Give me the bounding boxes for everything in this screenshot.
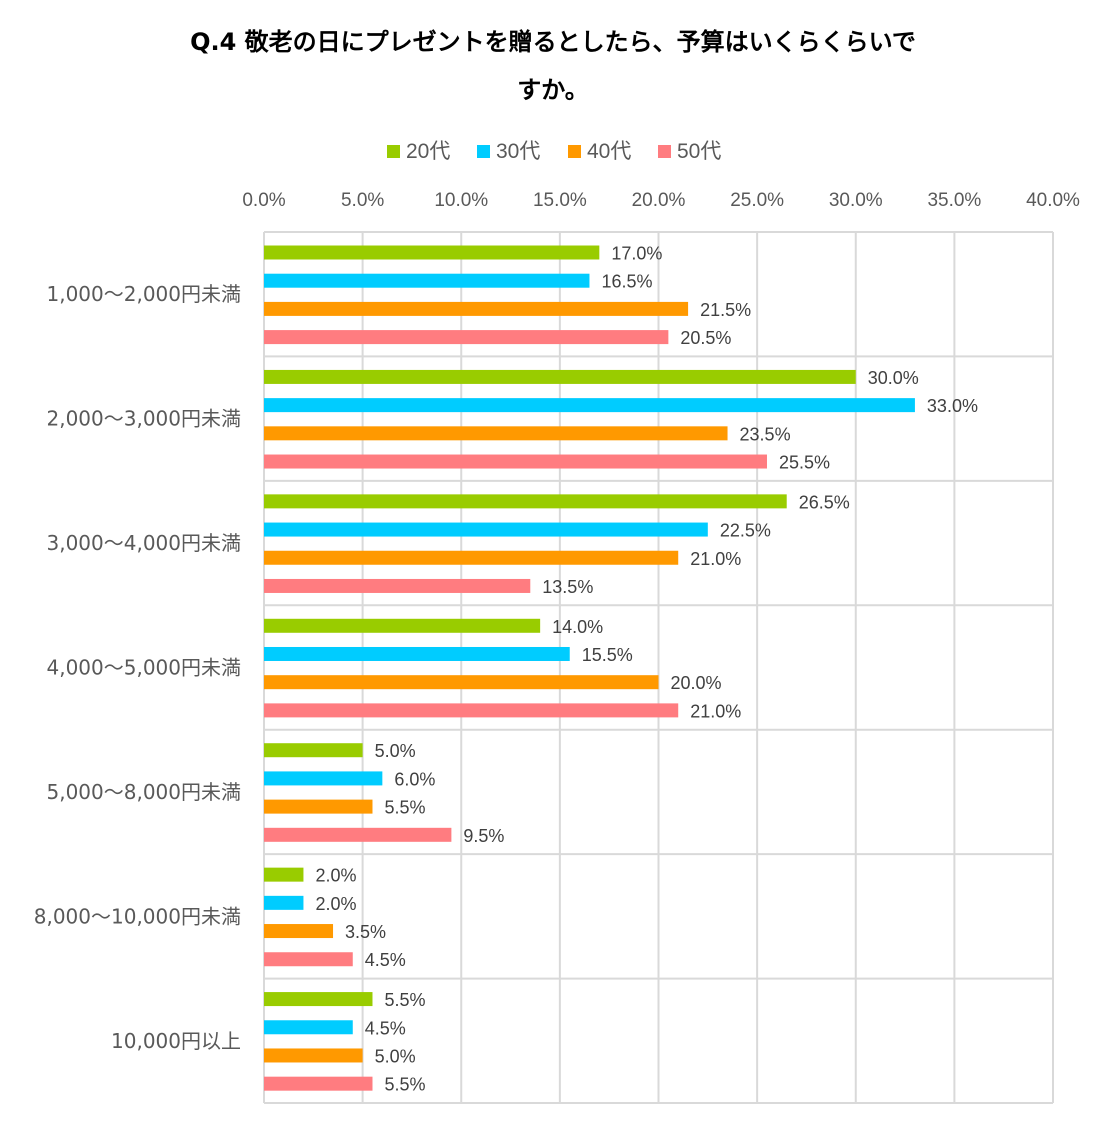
- bar-20代: [264, 618, 541, 633]
- data-label: 25.5%: [779, 453, 830, 473]
- legend-swatch-30代: [477, 145, 490, 158]
- legend: 20代 30代 40代 50代: [387, 140, 721, 163]
- data-label: 16.5%: [601, 272, 652, 292]
- data-label: 6.0%: [394, 769, 435, 789]
- bar-30代: [264, 646, 570, 661]
- data-label: 30.0%: [868, 368, 919, 388]
- chart-title-line-1: Q.4 敬老の日にプレゼントを贈るとしたら、予算はいくらくらいで: [190, 28, 916, 56]
- x-tick-label: 5.0%: [341, 190, 384, 211]
- bar-40代: [264, 426, 728, 441]
- bar-40代: [264, 799, 373, 814]
- bar-20代: [264, 992, 373, 1007]
- bar-40代: [264, 1048, 363, 1063]
- bar-50代: [264, 1076, 373, 1091]
- legend-label-40代: 40代: [587, 140, 631, 163]
- bar-50代: [264, 952, 353, 967]
- data-label: 2.0%: [315, 866, 356, 886]
- bar-20代: [264, 867, 304, 882]
- data-label: 21.5%: [700, 300, 751, 320]
- category-label: 8,000～10,000円未満: [34, 904, 241, 928]
- bar-30代: [264, 522, 708, 537]
- data-label: 22.5%: [720, 521, 771, 541]
- data-label: 17.0%: [611, 244, 662, 264]
- data-label: 3.5%: [345, 922, 386, 942]
- data-label: 13.5%: [542, 577, 593, 597]
- data-label: 9.5%: [463, 826, 504, 846]
- data-label: 20.0%: [671, 673, 722, 693]
- data-label: 5.5%: [384, 990, 425, 1010]
- bar-50代: [264, 827, 452, 842]
- bar-50代: [264, 330, 669, 345]
- x-tick-label: 20.0%: [632, 190, 686, 211]
- data-label: 5.0%: [375, 1046, 416, 1066]
- data-label: 23.5%: [740, 424, 791, 444]
- legend-label-20代: 20代: [406, 140, 450, 163]
- plot-area: 17.0% 16.5% 21.5% 20.5% 30.0% 33.0% 23.5% 25.5%…: [263, 231, 1054, 1104]
- category-label: 3,000～4,000円未満: [46, 531, 241, 555]
- legend-swatch-40代: [568, 145, 581, 158]
- data-label: 4.5%: [365, 1018, 406, 1038]
- x-tick-label: 25.0%: [730, 190, 784, 211]
- data-label: 4.5%: [365, 950, 406, 970]
- data-label: 5.5%: [384, 1075, 425, 1095]
- legend-swatch-50代: [658, 145, 671, 158]
- bar-50代: [264, 578, 531, 593]
- x-tick-label: 15.0%: [533, 190, 587, 211]
- bar-30代: [264, 895, 304, 910]
- bar-30代: [264, 771, 383, 786]
- legend-label-30代: 30代: [496, 140, 540, 163]
- x-tick-label: 30.0%: [829, 190, 883, 211]
- bar-40代: [264, 550, 679, 565]
- bar-40代: [264, 924, 334, 939]
- category-label: 2,000～3,000円未満: [46, 407, 241, 431]
- bar-20代: [264, 743, 363, 758]
- data-label: 21.0%: [690, 701, 741, 721]
- category-labels: 1,000～2,000円未満 2,000～3,000円未満 3,000～4,000円…: [34, 282, 241, 1053]
- bar-20代: [264, 369, 856, 384]
- bar-40代: [264, 301, 689, 316]
- category-label: 5,000～8,000円未満: [46, 780, 241, 804]
- data-label: 5.0%: [375, 741, 416, 761]
- data-label: 15.5%: [582, 645, 633, 665]
- chart-title-line-2: すか。: [517, 76, 589, 104]
- bar-50代: [264, 454, 767, 469]
- bar-20代: [264, 494, 787, 509]
- category-label: 1,000～2,000円未満: [46, 282, 241, 306]
- x-tick-label: 40.0%: [1026, 190, 1080, 211]
- x-tick-label: 35.0%: [927, 190, 981, 211]
- x-axis-tick-labels: 0.0% 5.0% 10.0% 15.0% 20.0% 25.0% 30.0% 35.0% 40…: [242, 190, 1080, 211]
- x-tick-label: 10.0%: [434, 190, 488, 211]
- bar-30代: [264, 398, 915, 413]
- bar-30代: [264, 1020, 353, 1035]
- category-label: 4,000～5,000円未満: [46, 656, 241, 680]
- bar-40代: [264, 675, 659, 690]
- data-label: 20.5%: [680, 328, 731, 348]
- data-label: 21.0%: [690, 549, 741, 569]
- category-label: 10,000円以上: [111, 1029, 241, 1053]
- bar-50代: [264, 703, 679, 718]
- data-label: 33.0%: [927, 396, 978, 416]
- data-label: 5.5%: [384, 798, 425, 818]
- data-label: 14.0%: [552, 617, 603, 637]
- data-label: 2.0%: [315, 894, 356, 914]
- legend-swatch-20代: [387, 145, 400, 158]
- bar-20代: [264, 245, 600, 260]
- legend-label-50代: 50代: [677, 140, 721, 163]
- bar-30代: [264, 273, 590, 288]
- data-label: 26.5%: [799, 492, 850, 512]
- x-tick-label: 0.0%: [242, 190, 285, 211]
